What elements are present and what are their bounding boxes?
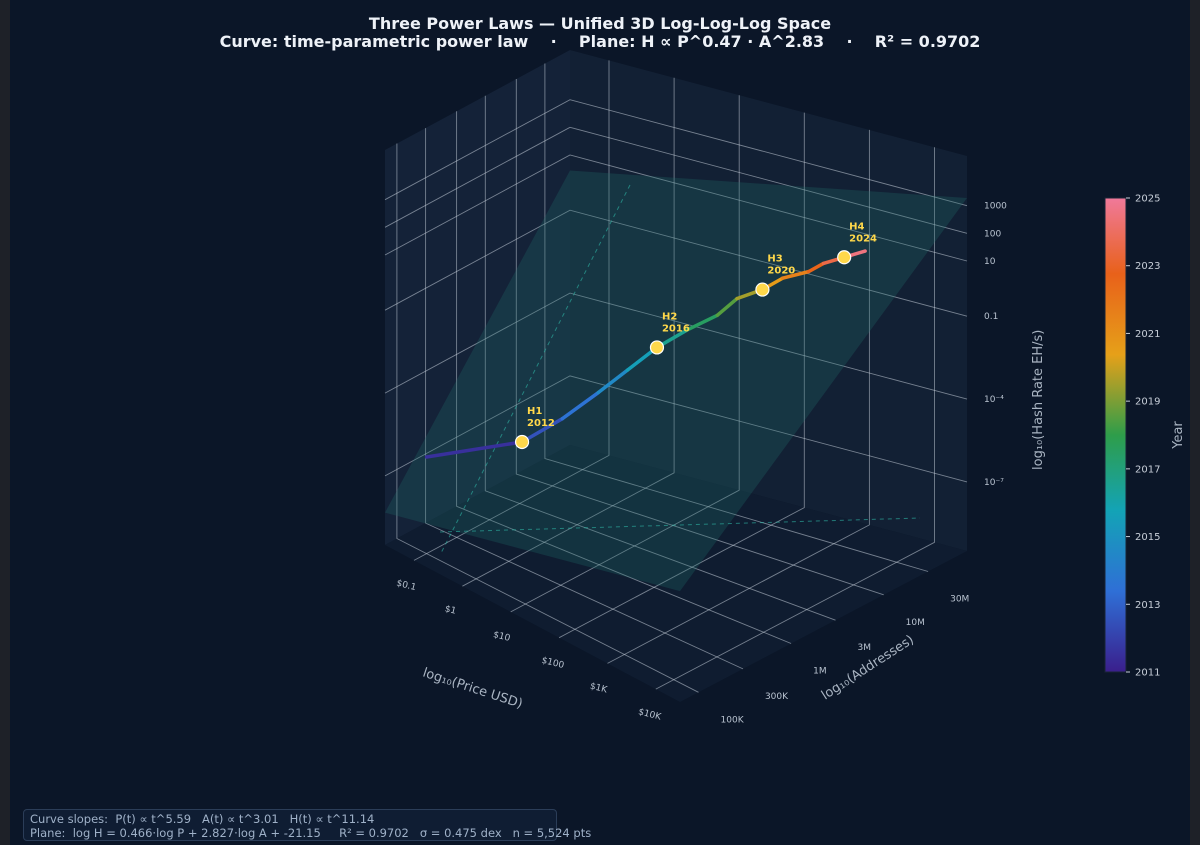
halving-year: 2016 <box>662 323 690 334</box>
left-back-pane <box>385 50 570 545</box>
x-tick-label: $100 <box>540 656 565 671</box>
z-tick-label: 10 <box>984 257 996 267</box>
halving-dot <box>649 340 665 355</box>
stats-box: Curve slopes: P(t) ∝ t^5.59 A(t) ∝ t^3.0… <box>23 809 591 841</box>
colorbar-tick-label: 2021 <box>1135 329 1160 340</box>
halving-label: H3 <box>767 254 782 265</box>
z-tick-label: 10⁻⁷ <box>984 478 1004 488</box>
x-axis-label: log₁₀(Price USD) <box>421 666 525 712</box>
grid-line-x <box>558 112 805 639</box>
halving-year: 2012 <box>527 418 555 429</box>
fit-plane <box>385 170 967 592</box>
floor-pane <box>385 445 967 702</box>
grid-line-z <box>384 292 968 400</box>
projection-dashed-line <box>439 184 631 556</box>
grid-line-z <box>384 99 968 207</box>
x-tick-label: $1K <box>589 682 609 696</box>
halving-label: H2 <box>662 311 677 322</box>
z-axis-label: log₁₀(Hash Rate EH/s) <box>1031 330 1046 470</box>
halving-dot <box>514 434 530 450</box>
x-tick-label: $10 <box>492 630 511 644</box>
colorbar-tick-label: 2015 <box>1135 532 1160 543</box>
curve-segment <box>685 313 720 332</box>
colorbar-tick-label: 2013 <box>1135 600 1160 611</box>
x-tick-label: $0.1 <box>395 579 417 594</box>
stats-line-2: Plane: log H = 0.466·log P + 2.827·log A… <box>30 826 592 840</box>
z-tick-label: 1000 <box>984 202 1007 212</box>
colorbar-tick-label: 2017 <box>1135 464 1160 475</box>
y-tick-label: 10M <box>906 618 925 628</box>
halving-dot <box>837 250 852 265</box>
halving-year: 2020 <box>767 266 795 277</box>
curve-segment <box>806 261 826 274</box>
z-tick-label: 10⁻⁴ <box>984 395 1004 405</box>
grid-line-y <box>544 63 929 572</box>
y-tick-label: 100K <box>721 715 745 725</box>
halving-label: H4 <box>849 221 864 232</box>
curve-segment <box>715 296 739 318</box>
grid-line-x <box>655 147 935 690</box>
colorbar-tick-label: 2023 <box>1135 261 1160 272</box>
y-tick-label: 3M <box>858 643 872 653</box>
y-tick-label: 1M <box>813 667 827 677</box>
stats-line-1: Curve slopes: P(t) ∝ t^5.59 A(t) ∝ t^3.0… <box>30 812 375 826</box>
right-back-pane <box>570 50 967 551</box>
curve-segment <box>424 440 524 459</box>
chart-subtitle: Curve: time-parametric power law · Plane… <box>219 32 981 51</box>
colorbar-tick-label: 2011 <box>1135 668 1160 679</box>
colorbar-gradient <box>1104 197 1127 673</box>
grid-line-x <box>607 129 870 664</box>
x-tick-label: $1 <box>444 604 458 616</box>
curve-segment <box>560 390 601 421</box>
projection-dashed-line <box>439 517 921 533</box>
halving-label: H1 <box>527 406 542 417</box>
y-tick-label: 300K <box>765 692 789 702</box>
colorbar-tick-label: 2025 <box>1135 194 1160 205</box>
grid-line-z <box>384 154 968 262</box>
grid-line-z <box>384 209 968 317</box>
grid-line-y <box>515 79 884 596</box>
data-curve <box>424 249 867 459</box>
year-colorbar: 2025 2023 2021 2019 2017 2015 2013 2011 Year <box>1104 194 1186 679</box>
grid-line-y <box>456 111 792 644</box>
curve-segment <box>596 368 630 395</box>
colorbar-label: Year <box>1171 421 1186 450</box>
colorbar-tick-label: 2019 <box>1135 397 1160 408</box>
grid-line-y <box>425 128 744 670</box>
grid-line-y <box>396 143 699 693</box>
grid-line-x <box>510 95 740 613</box>
fit-plane-surface <box>385 170 967 592</box>
grid-lines <box>384 60 968 693</box>
y-tick-label: 30M <box>950 594 969 604</box>
grid-line-z <box>384 126 968 234</box>
chart-title: Three Power Laws — Unified 3D Log-Log-Lo… <box>368 14 832 33</box>
grid-line-x <box>413 60 610 561</box>
z-tick-label: 0.1 <box>984 312 998 322</box>
curve-segment <box>780 269 811 280</box>
x-tick-label: $10K <box>637 707 663 723</box>
z-tick-label: 100 <box>984 229 1001 239</box>
grid-line-x <box>462 77 675 587</box>
grid-line-z <box>384 375 968 483</box>
figure-canvas: Three Power Laws — Unified 3D Log-Log-Lo… <box>10 0 1190 845</box>
curve-segment <box>520 416 565 444</box>
halving-dot <box>755 282 770 297</box>
axis-panes <box>385 50 967 702</box>
halving-year: 2024 <box>849 233 877 244</box>
grid-line-y <box>484 95 836 621</box>
